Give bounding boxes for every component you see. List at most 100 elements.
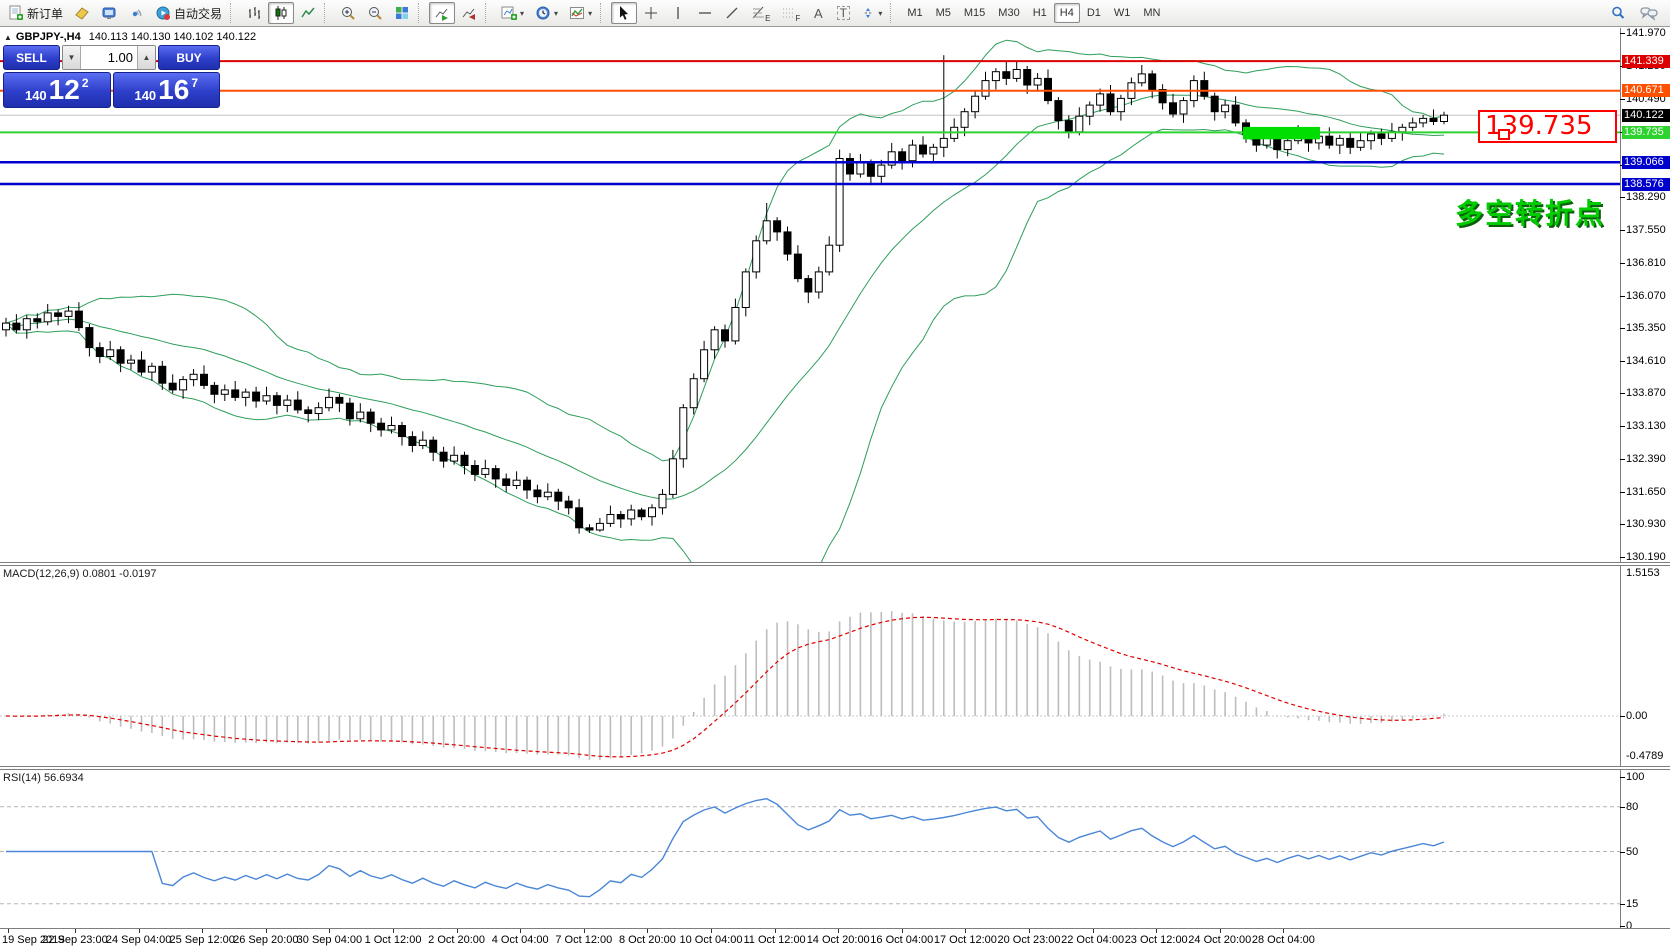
toolbar-separator <box>600 3 607 23</box>
collapse-triangle-icon[interactable]: ▲ <box>4 33 12 42</box>
macd-signal-line <box>5 616 1445 758</box>
buy-button[interactable]: BUY <box>158 45 220 70</box>
time-axis-tick <box>838 929 840 933</box>
volume-input[interactable] <box>81 46 137 69</box>
candle <box>116 346 125 373</box>
candlestick-mode-button[interactable] <box>268 2 295 24</box>
time-axis-label: 20 Oct 23:00 <box>997 934 1061 946</box>
chat-button[interactable] <box>1635 2 1663 24</box>
candle <box>74 302 83 332</box>
candle <box>1106 85 1115 116</box>
time-axis-tick <box>1219 929 1221 933</box>
symbol-name: GBPJPY-,H4 <box>15 31 81 43</box>
price-tick-label: 132.390 <box>1626 453 1666 466</box>
text-tool[interactable]: A <box>806 2 830 24</box>
timeframe-button-H4[interactable]: H4 <box>1053 3 1080 23</box>
time-axis-tick <box>8 929 9 933</box>
sell-button[interactable]: SELL <box>3 45 60 70</box>
candle <box>460 451 469 475</box>
candle <box>398 421 406 446</box>
sell-price-button[interactable]: 140 12 2 <box>3 72 111 108</box>
candle <box>1085 101 1094 126</box>
new-order-button[interactable]: 新订单 <box>3 2 68 24</box>
candle <box>450 446 459 465</box>
signals-button[interactable] <box>123 2 149 24</box>
horizontal-line-tool[interactable] <box>692 2 718 24</box>
macd-axis-zero: 0.00 <box>1626 710 1648 722</box>
timeframe-button-M1[interactable]: M1 <box>901 3 928 23</box>
candle <box>752 235 761 279</box>
bollinger-mid-band <box>5 94 1445 500</box>
chevron-down-icon: ▾ <box>588 8 593 18</box>
candle <box>564 495 573 515</box>
chart-shift-button[interactable] <box>456 2 482 24</box>
crosshair-tool-button[interactable] <box>638 2 664 24</box>
ticket-button[interactable] <box>69 2 95 24</box>
candle <box>523 476 531 499</box>
shapes-dropdown[interactable]: ▾ <box>856 2 887 24</box>
candle <box>272 392 281 415</box>
text-label-tool[interactable]: T <box>831 2 855 24</box>
grid-icon <box>783 8 794 18</box>
candle <box>700 340 709 383</box>
zoom-in-button[interactable] <box>335 2 361 24</box>
candle <box>168 374 177 394</box>
volume-decrease-button[interactable]: ▼ <box>63 46 81 69</box>
sell-button-label: SELL <box>16 50 47 65</box>
time-axis-label: 2 Oct 20:00 <box>428 934 486 946</box>
auto-trading-button[interactable]: 自动交易 <box>150 2 227 24</box>
time-axis-tick <box>647 929 649 933</box>
timeframe-button-W1[interactable]: W1 <box>1108 3 1137 23</box>
timeframe-button-MN[interactable]: MN <box>1137 3 1166 23</box>
bar-chart-mode-button[interactable] <box>241 2 267 24</box>
candle <box>64 305 73 324</box>
macd-axis-tick <box>1620 716 1625 717</box>
time-axis-label: 17 Oct 12:00 <box>933 934 997 946</box>
buy-price-button[interactable]: 140 16 7 <box>112 72 220 108</box>
price-tick <box>1620 33 1625 34</box>
candle <box>710 326 719 359</box>
periods-dropdown[interactable]: ▾ <box>530 2 563 24</box>
new-chart-dropdown[interactable]: ▾ <box>496 2 529 24</box>
highlight-zone-rect[interactable] <box>1243 126 1320 140</box>
trendline-tool[interactable] <box>719 2 745 24</box>
clock-icon <box>536 6 550 20</box>
time-axis-tick <box>520 929 522 933</box>
vertical-line-tool[interactable] <box>665 2 691 24</box>
rsi-axis-tick <box>1620 806 1625 808</box>
timeframe-button-H1[interactable]: H1 <box>1027 3 1053 23</box>
terminal-button[interactable] <box>96 2 122 24</box>
timeframe-button-M30[interactable]: M30 <box>992 3 1025 23</box>
candle <box>1054 97 1063 130</box>
search-icon <box>1612 6 1625 19</box>
line-chart-mode-button[interactable] <box>295 2 321 24</box>
macd-indicator-canvas[interactable] <box>0 566 1620 762</box>
auto-scroll-button[interactable] <box>429 2 456 24</box>
fibonacci-tool[interactable]: E <box>746 2 775 24</box>
candle <box>200 365 208 389</box>
time-axis-tick <box>393 929 394 933</box>
indicators-dropdown[interactable]: ▾ <box>564 2 597 24</box>
timeframe-button-M5[interactable]: M5 <box>930 3 957 23</box>
volume-increase-button[interactable]: ▲ <box>137 46 155 69</box>
new-chart-icon <box>501 6 518 20</box>
price-chart-canvas[interactable] <box>0 28 1620 562</box>
price-tick-label: 138.290 <box>1626 190 1666 203</box>
candle <box>1367 130 1375 150</box>
zoom-out-button[interactable] <box>362 2 388 24</box>
fibonacci-icon <box>752 6 765 19</box>
candle <box>1137 65 1146 87</box>
price-tick <box>1620 229 1625 231</box>
timeframe-button-D1[interactable]: D1 <box>1081 3 1107 23</box>
pane-separator[interactable] <box>0 766 1670 770</box>
grid-tool[interactable]: F <box>776 2 805 24</box>
tile-windows-button[interactable] <box>389 2 415 24</box>
timeframe-button-M15[interactable]: M15 <box>958 3 991 23</box>
rsi-indicator-canvas[interactable] <box>0 770 1620 928</box>
callout-anchor-square[interactable] <box>1498 129 1510 140</box>
cursor-tool-button[interactable] <box>611 2 638 24</box>
pane-separator[interactable] <box>0 562 1670 566</box>
candle <box>929 143 938 163</box>
candle <box>721 324 729 348</box>
search-button[interactable] <box>1605 2 1631 24</box>
